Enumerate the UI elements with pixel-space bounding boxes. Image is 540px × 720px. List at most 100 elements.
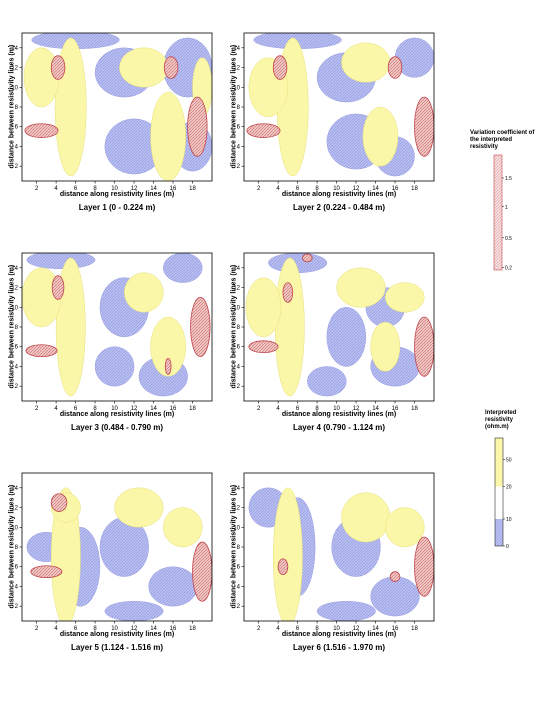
y-tick-label: 6 (237, 125, 241, 131)
layer-caption: Layer 1 (0 - 0.224 m) (78, 203, 156, 212)
layer-panel-1: 2 4 6 8 10 12 14 16 18 2 4 6 8 10 12 14 distance betwee… (0, 25, 245, 240)
y-tick-label: 10 (233, 85, 240, 91)
y-tick-label: 4 (237, 364, 241, 370)
variation-coefficient-zone (30, 565, 63, 578)
y-tick-label: 4 (15, 144, 19, 150)
low-resistivity-zone (26, 253, 96, 270)
layer-panel-5: 2 4 6 8 10 12 14 16 18 2 4 6 8 10 12 14 distance betwee… (0, 465, 245, 680)
variation-coefficient-zone (414, 96, 434, 157)
y-tick-label: 2 (15, 384, 19, 390)
high-resistivity-zone (341, 42, 391, 83)
x-tick-label: 10 (333, 626, 340, 632)
y-tick-label: 4 (237, 144, 241, 150)
high-resistivity-zone (163, 507, 203, 548)
x-tick-label: 8 (93, 626, 97, 632)
x-tick-label: 10 (111, 626, 118, 632)
y-axis-label: distance between resistivity lines (m) (8, 264, 16, 389)
x-tick-label: 2 (35, 186, 39, 192)
layer-panel-3: 2 4 6 8 10 12 14 16 18 2 4 6 8 10 12 14 distance betwee… (0, 245, 245, 460)
variation-coefficient-zone (387, 56, 403, 79)
variation-coefficient-zone (190, 297, 211, 358)
x-tick-label: 12 (353, 186, 360, 192)
contour-plot-4: 2 4 6 8 10 12 14 16 18 2 4 6 8 10 12 14 (233, 252, 435, 412)
low-resistivity-zone (163, 253, 203, 283)
variation-coefficient-zone (414, 316, 434, 377)
layer-caption: Layer 6 (1.516 - 1.970 m) (292, 643, 386, 652)
x-tick-label: 18 (411, 186, 418, 192)
x-tick-label: 4 (276, 626, 280, 632)
x-tick-label: 18 (189, 406, 196, 412)
y-axis-label: distance between resistivity lines (m) (8, 484, 16, 609)
layer-caption: Layer 3 (0.484 - 0.790 m) (70, 423, 164, 432)
contour-plot-3: 2 4 6 8 10 12 14 16 18 2 4 6 8 10 12 14 (11, 252, 213, 412)
x-tick-label: 10 (333, 186, 340, 192)
variation-coefficient-zone (50, 493, 68, 512)
y-tick-label: 14 (11, 266, 18, 272)
variation-coefficient-zone (163, 56, 179, 79)
x-axis-label: distance along resistivity lines (m) (59, 191, 175, 198)
x-tick-label: 2 (257, 406, 261, 412)
layer-panel-2: 2 4 6 8 10 12 14 16 18 2 4 6 8 10 12 14 distance betwee… (222, 25, 467, 240)
high-resistivity-zone (385, 507, 425, 548)
low-resistivity-zone (94, 346, 135, 387)
y-tick-label: 10 (11, 85, 18, 91)
high-resistivity-zone (370, 321, 401, 372)
low-resistivity-zone (316, 601, 376, 621)
high-resistivity-zone (50, 487, 81, 621)
y-tick-label: 14 (11, 46, 18, 52)
y-tick-label: 8 (15, 325, 19, 331)
low-resistivity-zone (104, 601, 164, 621)
y-tick-label: 6 (15, 565, 19, 571)
variation-coefficient-legend: Variation coefficient of the interpreted… (470, 130, 540, 280)
y-tick-label: 2 (237, 604, 241, 610)
x-tick-label: 6 (296, 406, 300, 412)
resistivity-legend-tick: 20 (506, 485, 512, 491)
y-tick-label: 6 (237, 565, 241, 571)
variation-coefficient-zone (50, 55, 66, 80)
contour-plot-6: 2 4 6 8 10 12 14 16 18 2 4 6 8 10 12 14 (233, 472, 435, 632)
x-tick-label: 6 (74, 626, 78, 632)
x-tick-label: 18 (189, 186, 196, 192)
y-tick-label: 10 (11, 305, 18, 311)
variation-coefficient-zone (248, 340, 279, 354)
x-tick-label: 18 (411, 406, 418, 412)
x-tick-label: 8 (315, 186, 319, 192)
resistivity-legend-bar: 50 20 10 0 (494, 437, 512, 550)
resistivity-legend: Interpreted resistivity (ohm.m) 50 20 10 0 (485, 410, 540, 560)
variation-coefficient-zone (25, 344, 58, 358)
high-resistivity-zone (385, 282, 425, 313)
y-axis-label: distance between resistivity lines (m) (230, 44, 238, 169)
variation-coefficient-zone (389, 571, 401, 582)
x-tick-label: 18 (189, 626, 196, 632)
x-tick-label: 16 (170, 406, 177, 412)
x-tick-label: 4 (54, 406, 58, 412)
y-tick-label: 2 (237, 384, 241, 390)
x-tick-label: 12 (131, 626, 138, 632)
y-tick-label: 2 (15, 164, 19, 170)
x-tick-label: 8 (315, 626, 319, 632)
x-tick-label: 6 (74, 186, 78, 192)
resistivity-legend-tick: 0 (506, 544, 509, 550)
y-tick-label: 12 (11, 506, 18, 512)
contour-plot-2: 2 4 6 8 10 12 14 16 18 2 4 6 8 10 12 14 (233, 32, 435, 192)
x-tick-label: 4 (54, 626, 58, 632)
resistivity-legend-swatch (495, 438, 503, 487)
variation-legend-tick: 0.5 (505, 236, 512, 242)
contour-plot-1: 2 4 6 8 10 12 14 16 18 2 4 6 8 10 12 14 (11, 32, 213, 192)
high-resistivity-zone (336, 267, 386, 308)
y-axis-label: distance between resistivity lines (m) (230, 264, 238, 389)
high-resistivity-zone (150, 316, 186, 377)
x-tick-label: 2 (35, 406, 39, 412)
variation-coefficient-zone (187, 96, 208, 157)
x-tick-label: 16 (170, 626, 177, 632)
variation-coefficient-zone (51, 275, 65, 300)
low-resistivity-zone (307, 366, 347, 397)
resistivity-legend-swatch (495, 519, 503, 546)
y-tick-label: 6 (15, 125, 19, 131)
x-tick-label: 16 (392, 186, 399, 192)
low-resistivity-zone (370, 576, 420, 617)
layer-caption: Layer 2 (0.224 - 0.484 m) (292, 203, 386, 212)
x-tick-label: 8 (315, 406, 319, 412)
x-tick-label: 12 (131, 406, 138, 412)
variation-legend-tick: 0.2 (505, 266, 512, 272)
